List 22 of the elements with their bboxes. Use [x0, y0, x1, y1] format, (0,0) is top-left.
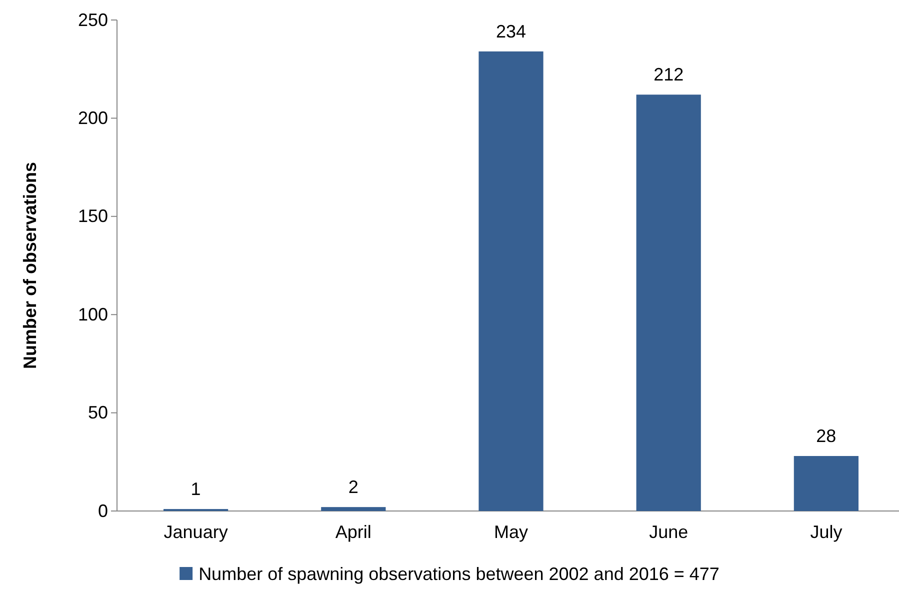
x-tick-label: July — [810, 522, 842, 542]
y-axis-title: Number of observations — [20, 162, 40, 370]
data-label: 28 — [816, 426, 836, 446]
data-label: 1 — [190, 479, 201, 500]
data-label: 234 — [496, 21, 526, 42]
data-label: 212 — [654, 64, 684, 85]
data-label: 2 — [348, 477, 358, 498]
y-tick-label: 150 — [78, 206, 108, 226]
y-tick-label: 200 — [78, 108, 108, 128]
x-tick-label: January — [164, 522, 228, 542]
y-tick-label: 250 — [78, 10, 108, 30]
x-tick-label: April — [335, 522, 372, 542]
legend-label: Number of spawning observations between 2002 and 2016 = 477 — [198, 564, 720, 584]
bar — [478, 51, 544, 511]
x-tick-label: May — [494, 522, 528, 542]
bar — [636, 94, 701, 511]
y-tick-label: 50 — [88, 402, 108, 423]
bar — [794, 456, 859, 511]
bar — [321, 507, 386, 511]
y-tick-label: 0 — [98, 500, 108, 521]
x-tick-label: June — [649, 522, 688, 542]
y-tick-label: 100 — [78, 304, 108, 324]
